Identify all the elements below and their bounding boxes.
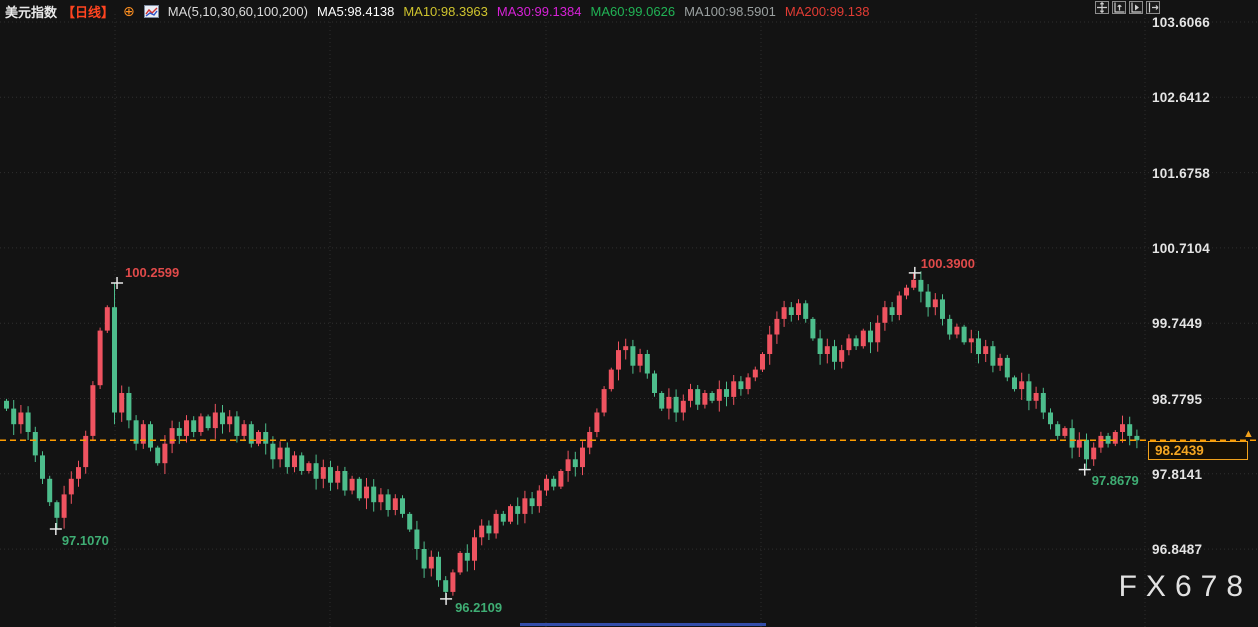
symbol-name: 美元指数 [5,4,58,20]
axis-price-label: 100.7104 [1152,240,1210,256]
ma30-value: MA30:99.1384 [496,3,582,19]
chart-type-icon[interactable] [143,4,159,18]
fx678-watermark: FX678 [1118,570,1252,603]
high-annotation: 100.3900 [920,255,976,271]
add-indicator-icon[interactable]: ⊕ [123,2,135,19]
current-price-tag: 98.2439 [1148,441,1248,460]
ma10-value: MA10:98.3963 [403,3,488,19]
ma5-value: MA5:98.4138 [316,3,395,19]
axis-scale-up-icon[interactable] [1112,1,1126,14]
ma100-value: MA100:98.5901 [684,3,776,19]
axis-price-label: 96.8487 [1152,542,1203,558]
exit-chart-icon[interactable] [1146,1,1160,14]
axis-price-label: 97.8141 [1152,466,1203,482]
axis-price-label: 98.7795 [1152,391,1203,407]
low-annotation: 96.2109 [455,599,503,615]
low-annotation: 97.1070 [61,532,109,548]
price-up-arrow-icon: ▲ [1243,428,1254,440]
axis-play-icon[interactable] [1129,1,1143,14]
chart-header: 美元指数 【日线】 ⊕ MA(5,10,30,60,100,200) MA5:9… [5,2,869,20]
axis-price-label: 99.7449 [1152,316,1203,332]
crosshair-move-icon[interactable] [1095,1,1109,14]
period-label: 【日线】 [62,4,115,20]
ma200-value: MA200:99.138 [784,3,870,19]
axis-price-label: 103.6066 [1152,15,1210,30]
low-annotation: 97.8679 [1091,472,1139,488]
axis-price-label: 101.6758 [1152,165,1210,181]
chart-toolbar [1095,1,1160,14]
scrollbar-indicator[interactable] [520,623,766,626]
ma-group-label: MA(5,10,30,60,100,200) [167,3,308,19]
ma60-value: MA60:99.0626 [590,3,676,19]
axis-price-label: 102.6412 [1152,90,1210,106]
high-annotation: 100.2599 [125,265,180,281]
